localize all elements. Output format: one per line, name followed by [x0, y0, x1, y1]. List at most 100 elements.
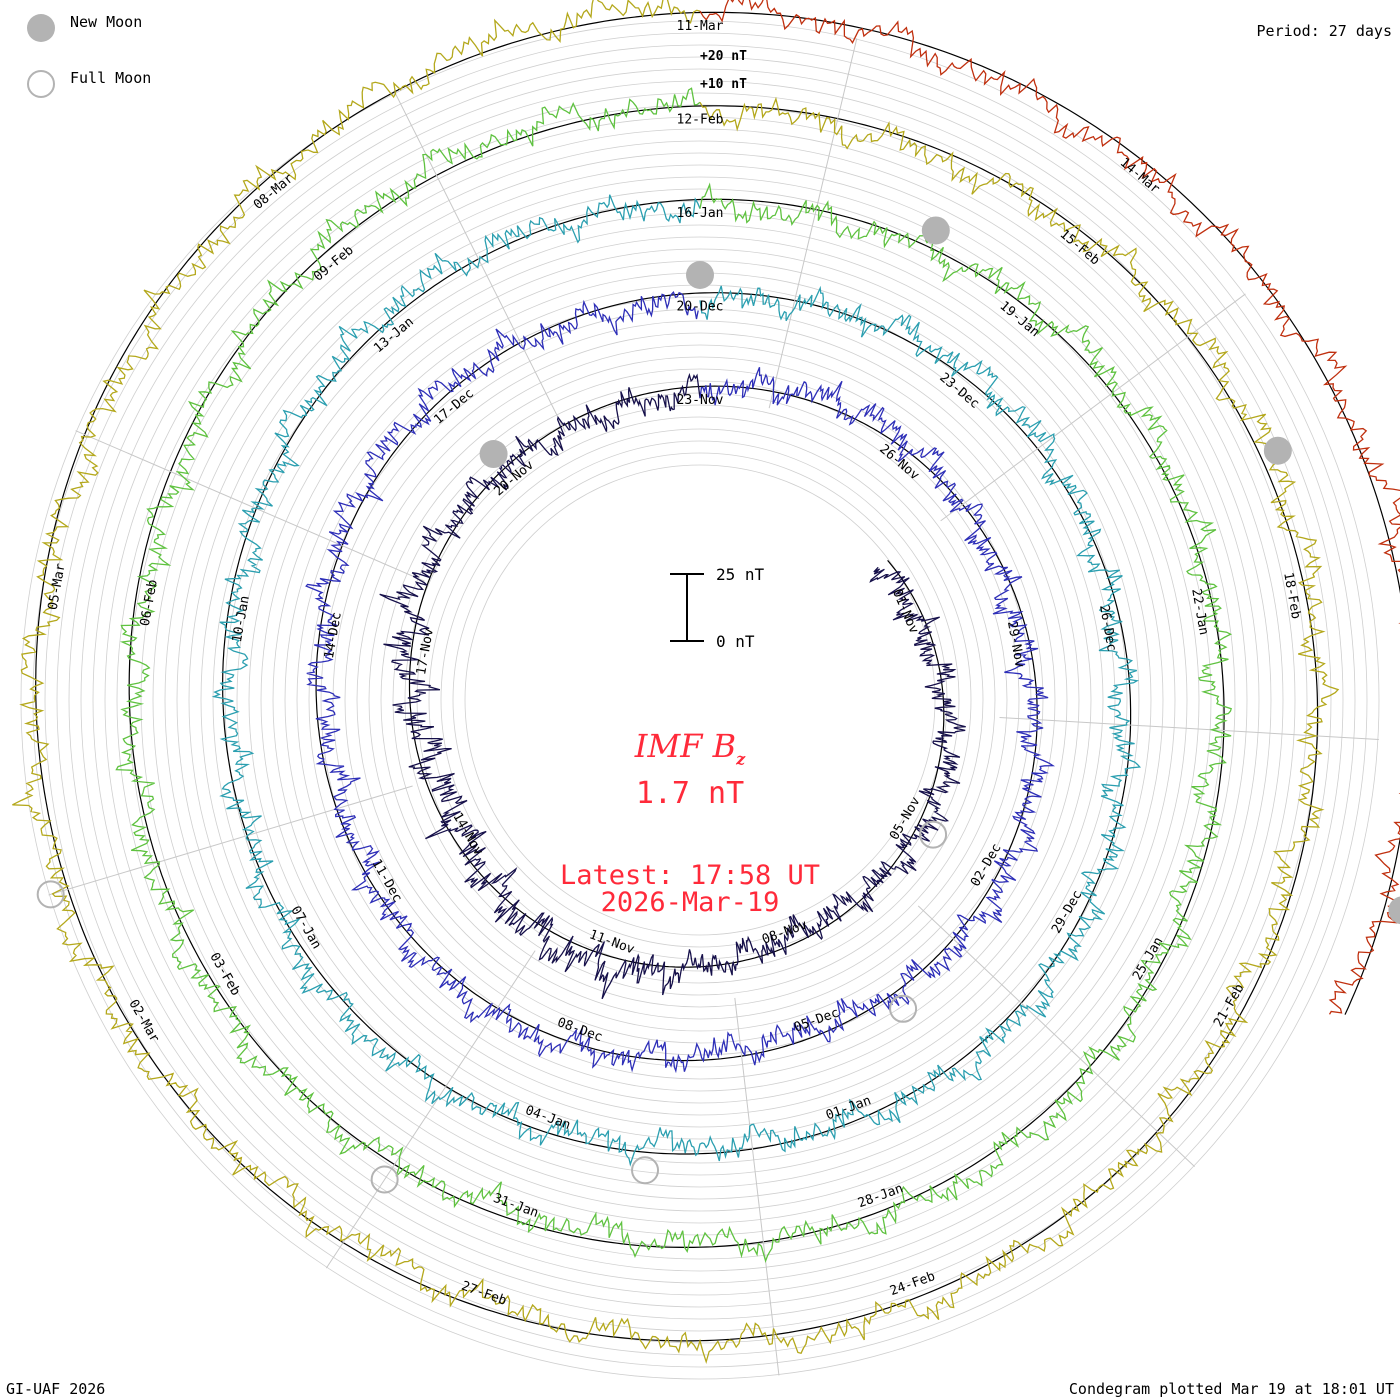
latest-time: Latest: 17:58 UT: [559, 860, 821, 891]
full-moon-marker: [36, 880, 65, 909]
date-label: 01-Jan: [824, 1093, 873, 1123]
moon-markers: [36, 216, 1400, 1194]
grid-spoke: [940, 293, 1246, 522]
grid-ring: [224, 224, 1176, 1176]
grid-ring: [164, 164, 1236, 1236]
date-label: 27-Feb: [459, 1279, 508, 1309]
grid-ring: [320, 320, 1080, 1080]
grid-ring: [212, 212, 1188, 1188]
grid-ring: [140, 140, 1260, 1260]
bz-series-line: [115, 87, 1233, 1263]
new-moon-icon: [27, 14, 55, 42]
grid-spoke: [75, 430, 425, 582]
grid-ring: [404, 404, 996, 996]
full-moon-marker: [370, 1165, 399, 1194]
grid-spoke: [48, 785, 413, 896]
ring-scale-label-20: +20 nT: [700, 49, 747, 64]
date-label: 01-Nov: [889, 587, 921, 636]
date-label: 20-Dec: [677, 300, 724, 315]
ring-grid: [20, 11, 1400, 1380]
date-label: 25-Jan: [1130, 935, 1166, 983]
bz-series-line: [12, 0, 1340, 1365]
grid-ring: [56, 56, 1344, 1344]
grid-ring: [368, 368, 1032, 1032]
date-label: 06-Feb: [138, 578, 161, 627]
grid-ring: [116, 116, 1284, 1284]
zero-baseline: [35, 11, 1400, 1342]
spoke-grid: [48, 38, 1379, 1376]
grid-ring: [344, 344, 1056, 1056]
grid-spoke: [768, 38, 858, 409]
grid-ring: [356, 356, 1044, 1044]
grid-ring: [44, 44, 1356, 1356]
date-label: 18-Feb: [1280, 571, 1303, 620]
grid-ring: [416, 416, 984, 984]
date-labels: 01-Nov05-Nov08-Nov11-Nov14-Nov17-Nov20-N…: [46, 19, 1303, 1309]
grid-ring: [176, 176, 1224, 1224]
grid-ring: [200, 200, 1200, 1200]
grid-ring: [296, 296, 1104, 1104]
grid-ring: [236, 236, 1164, 1164]
grid-ring: [464, 464, 936, 936]
grid-ring: [20, 20, 1380, 1380]
full-moon-icon: [27, 70, 55, 98]
grid-ring: [392, 392, 1008, 1008]
legend-full-moon-label: Full Moon: [70, 69, 152, 87]
grid-ring: [32, 32, 1368, 1368]
new-moon-marker: [686, 261, 714, 289]
bz-series: [12, 0, 1400, 1365]
latest-date: 2026-Mar-19: [600, 887, 780, 918]
grid-spoke: [394, 92, 566, 433]
date-label: 24-Feb: [888, 1269, 937, 1299]
date-label: 12-Feb: [677, 113, 724, 128]
date-label: 23-Nov: [677, 393, 724, 408]
date-label: 16-Jan: [677, 206, 724, 221]
date-label: 14-Nov: [449, 810, 486, 858]
grid-ring: [92, 92, 1308, 1308]
date-label: 10-Jan: [230, 595, 253, 644]
date-label: 14-Mar: [1117, 155, 1163, 197]
chart-title: IMF Bz: [634, 727, 746, 769]
full-moon-marker: [631, 1156, 660, 1185]
period-label: Period: 27 days: [1256, 22, 1392, 40]
grid-spoke: [917, 905, 1195, 1168]
grid-ring: [248, 248, 1152, 1152]
date-label: 17-Dec: [431, 386, 477, 428]
ring-scale-label-10: +10 nT: [700, 77, 747, 92]
date-label: 14-Dec: [322, 611, 345, 660]
new-moon-marker: [921, 216, 950, 245]
grid-ring: [428, 428, 972, 972]
grid-ring: [440, 440, 960, 960]
new-moon-marker: [479, 440, 508, 469]
bz-series-line: [699, 0, 1400, 1015]
grid-spoke: [734, 997, 780, 1376]
new-moon-marker: [1388, 896, 1400, 925]
scale-indicators: 25 nT 0 nT +20 nT +10 nT: [670, 49, 765, 651]
scale-bar-top-label: 25 nT: [716, 565, 765, 584]
bz-series-line: [379, 372, 966, 1000]
date-label: 03-Feb: [206, 950, 243, 998]
grid-ring: [188, 188, 1212, 1212]
date-label: 05-Mar: [46, 562, 69, 611]
full-moon-marker: [919, 820, 948, 849]
grid-ring: [104, 104, 1296, 1296]
credit-label: GI-UAF 2026: [6, 1380, 106, 1398]
grid-ring: [308, 308, 1092, 1092]
grid-ring: [452, 452, 948, 948]
grid-ring: [380, 380, 1020, 1020]
new-moon-marker: [1263, 436, 1292, 465]
legend-new-moon-label: New Moon: [70, 13, 143, 31]
date-label: 15-Feb: [1057, 227, 1103, 269]
grid-ring: [332, 332, 1068, 1068]
date-label: 11-Nov: [587, 927, 636, 957]
grid-ring: [68, 68, 1332, 1332]
grid-ring: [80, 80, 1320, 1320]
plotted-timestamp: Condegram plotted Mar 19 at 18:01 UT: [1068, 1380, 1394, 1398]
bz-series-line: [211, 194, 1142, 1167]
date-label: 11-Mar: [677, 19, 724, 34]
full-moon-marker: [889, 994, 918, 1023]
grid-spoke: [325, 950, 536, 1269]
scale-bar-bottom-label: 0 nT: [716, 632, 755, 651]
bz-series-line: [305, 291, 1056, 1074]
